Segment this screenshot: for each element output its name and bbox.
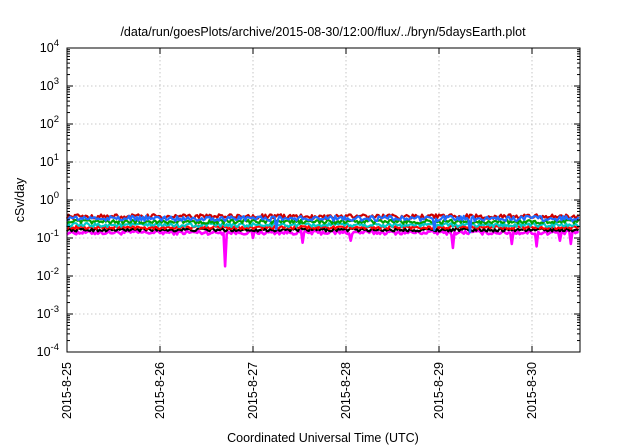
y-tick-label: 101 — [40, 152, 59, 169]
series-line — [66, 227, 580, 233]
y-tick-label: 10-2 — [37, 266, 59, 283]
x-tick-label: 2015-8-26 — [153, 362, 167, 419]
grid-layer — [67, 48, 580, 352]
x-tick-label: 2015-8-29 — [432, 362, 446, 419]
series-line — [66, 214, 580, 234]
x-tick-label: 2015-8-27 — [246, 362, 260, 419]
series-line — [65, 222, 580, 229]
x-tick-label: 2015-8-25 — [60, 362, 74, 419]
y-tick-label: 10-1 — [37, 228, 59, 245]
y-tick-label: 10-3 — [37, 304, 59, 321]
y-tick-label: 10-4 — [37, 342, 59, 359]
y-tick-label: 103 — [40, 76, 59, 93]
chart-title: /data/run/goesPlots/archive/2015-08-30/1… — [120, 25, 526, 39]
x-tick-label: 2015-8-28 — [339, 362, 353, 419]
y-axis-label: cSv/day — [13, 177, 27, 222]
x-axis-label: Coordinated Universal Time (UTC) — [227, 431, 419, 445]
x-axis: 2015-8-25 2015-8-26 2015-8-27 2015-8-28 2015… — [60, 48, 539, 419]
series-line — [66, 229, 580, 268]
series-line — [66, 218, 580, 225]
series-layer — [65, 213, 580, 268]
y-tick-label: 102 — [40, 114, 59, 131]
y-tick-label: 100 — [40, 190, 59, 207]
x-tick-label: 2015-8-30 — [525, 362, 539, 419]
y-tick-label: 104 — [40, 38, 59, 55]
